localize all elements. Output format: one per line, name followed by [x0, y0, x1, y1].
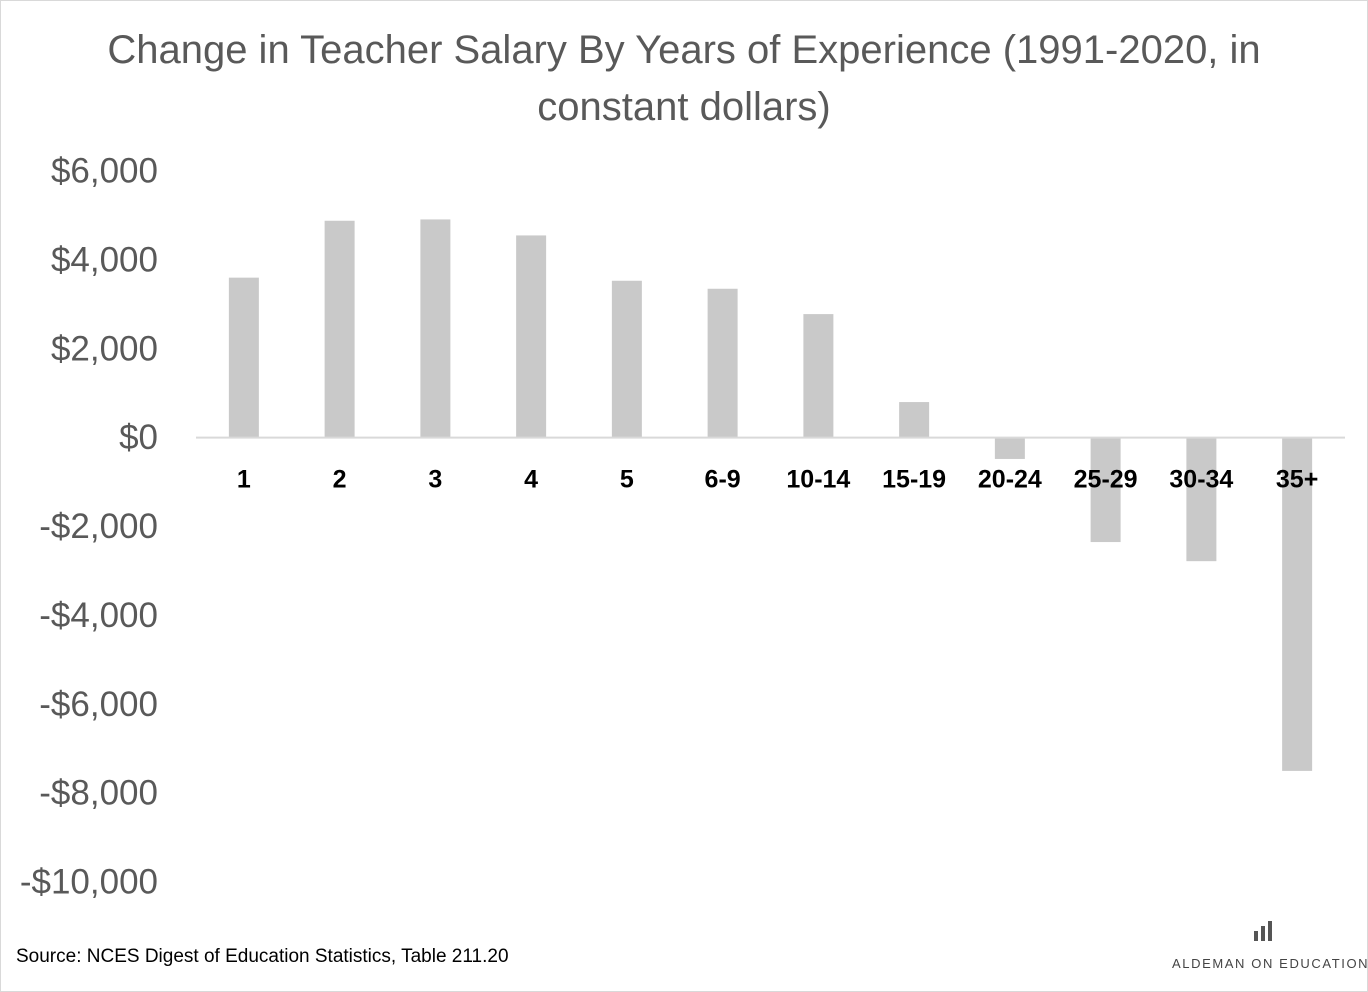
bar: [1186, 437, 1217, 562]
bar: [611, 280, 642, 438]
bar: [803, 314, 834, 438]
y-tick-label: -$2,000: [39, 507, 158, 546]
x-tick-label: 35+: [1276, 466, 1318, 494]
x-tick-label: 1: [237, 466, 251, 494]
y-tick-label: -$10,000: [20, 863, 158, 902]
y-tick-label: $2,000: [51, 329, 158, 368]
x-tick-label: 20-24: [978, 466, 1042, 494]
y-tick-label: $0: [119, 418, 158, 457]
bar: [516, 235, 547, 438]
bars: [228, 219, 1313, 771]
x-tick-label: 6-9: [705, 466, 741, 494]
x-axis-ticks: 1 2 3 4 5 6-9 10-14 15-19 20-24 25-29 30-34 35+: [237, 466, 1318, 494]
y-tick-label: $4,000: [51, 240, 158, 279]
x-tick-label: 2: [333, 466, 347, 494]
bar: [228, 277, 259, 438]
brand-name: ALDEMAN ON EDUCATION: [1172, 956, 1368, 971]
x-tick-label: 25-29: [1074, 466, 1138, 494]
bar: [1090, 437, 1121, 543]
bar: [1282, 437, 1313, 771]
bar: [420, 219, 451, 438]
x-tick-label: 15-19: [882, 466, 946, 494]
x-tick-label: 30-34: [1169, 466, 1233, 494]
x-tick-label: 10-14: [786, 466, 850, 494]
x-tick-label: 4: [524, 466, 538, 494]
bar: [994, 437, 1025, 459]
bar-chart-icon: [1254, 921, 1272, 941]
chart-title: Change in Teacher Salary By Years of Exp…: [107, 28, 1261, 129]
y-tick-label: -$6,000: [39, 685, 158, 724]
y-tick-label: -$8,000: [39, 774, 158, 813]
y-tick-label: -$4,000: [39, 596, 158, 635]
bar: [899, 402, 930, 438]
y-axis-ticks: $6,000 $4,000 $2,000 $0 -$2,000 -$4,000 -$6,00…: [20, 152, 158, 902]
source-note: Source: NCES Digest of Education Statist…: [16, 946, 509, 967]
brand-logo: ALDEMAN ON EDUCATION: [1162, 918, 1368, 974]
x-tick-label: 5: [620, 466, 634, 494]
bar: [324, 220, 355, 438]
y-tick-label: $6,000: [51, 152, 158, 191]
bar: [707, 288, 738, 438]
x-tick-label: 3: [428, 466, 442, 494]
